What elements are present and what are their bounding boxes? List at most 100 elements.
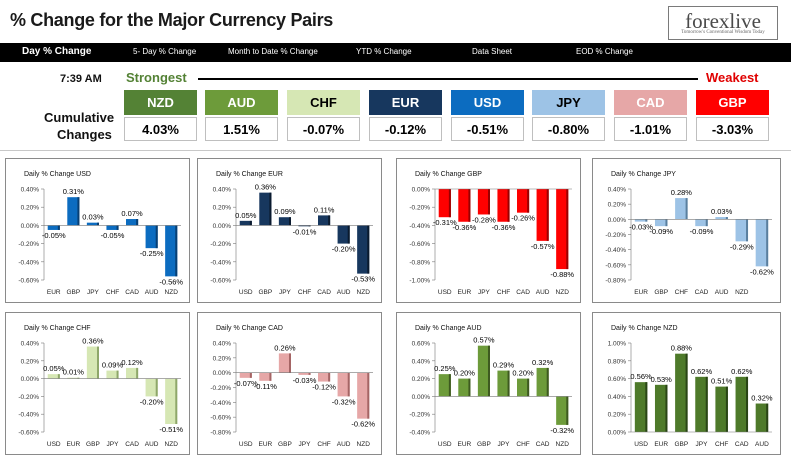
y-tick-label: -0.40% (409, 223, 430, 230)
data-label: -0.01% (293, 227, 317, 236)
category-label: CHF (298, 289, 311, 296)
bar (536, 367, 549, 397)
data-label: 0.11% (314, 205, 335, 214)
data-label: -0.36% (492, 223, 516, 232)
data-label: -0.32% (550, 426, 574, 435)
y-tick-label: 0.40% (213, 187, 232, 194)
bar (517, 378, 530, 397)
y-tick-label: -0.20% (409, 412, 430, 419)
cumulative-value-cad: -1.01% (614, 117, 687, 141)
bar (357, 372, 370, 419)
bar-shade (705, 219, 708, 227)
bar-group (47, 374, 60, 379)
data-label: 0.31% (63, 187, 85, 196)
currency-chip-usd: USD (451, 90, 524, 115)
bar-shade (136, 219, 139, 226)
category-label: EUR (634, 289, 648, 296)
bar-shade (448, 374, 451, 397)
currency-chip-nzd: NZD (124, 90, 197, 115)
bar (86, 222, 99, 226)
category-label: CAD (125, 441, 139, 448)
category-label: GBP (674, 441, 688, 448)
currency-chip-eur: EUR (369, 90, 442, 115)
y-tick-label: 0.20% (213, 355, 232, 362)
category-label: CAD (125, 289, 139, 296)
bar-group (259, 192, 272, 226)
chart-title: Daily % Change CHF (24, 325, 91, 332)
bar (675, 198, 688, 220)
nav-data-sheet[interactable]: Data Sheet (472, 47, 513, 56)
category-label: JPY (498, 441, 511, 448)
data-label: 0.01% (63, 368, 85, 377)
category-label: EUR (258, 441, 272, 448)
category-label: GBP (654, 289, 668, 296)
y-tick-label: 0.60% (608, 376, 627, 383)
chart-title: Daily % Change EUR (216, 171, 283, 178)
bar-group (458, 378, 471, 397)
bar-shade (665, 219, 668, 227)
bar (337, 225, 350, 244)
bar-shade (57, 374, 60, 379)
nav-5-day-change[interactable]: 5- Day % Change (133, 47, 197, 56)
bar-shade (487, 189, 490, 215)
category-label: JPY (279, 289, 292, 296)
category-label: CHF (675, 289, 688, 296)
bar-group (145, 225, 158, 249)
y-tick-label: -0.40% (605, 247, 626, 254)
category-label: JPY (696, 441, 709, 448)
logo-tagline: Tomorrow's Conventional Wisdom Today (681, 30, 765, 35)
chart-chf: Daily % Change CHF 0.40% 0.20% 0.00% -0.20% -… (18, 325, 183, 448)
bar-shade (116, 370, 119, 379)
bar-shade (308, 225, 311, 227)
bar-shade (155, 378, 158, 397)
data-label: -0.36% (452, 223, 476, 232)
nav-ytd-change[interactable]: YTD % Change (356, 47, 412, 56)
bar (106, 225, 119, 230)
bar (86, 346, 99, 379)
y-tick-label: -0.60% (18, 430, 39, 437)
nav-month-to-date[interactable]: Month to Date % Change (228, 47, 318, 56)
bar-shade (328, 372, 331, 382)
changes-label: Changes (57, 127, 112, 142)
category-label: AUD (755, 441, 769, 448)
nav-day-change[interactable]: Day % Change (22, 46, 92, 57)
nav-eod-change[interactable]: EOD % Change (576, 47, 633, 56)
data-label: 0.26% (274, 343, 296, 352)
bar-group (165, 225, 178, 277)
bar-shade (746, 376, 749, 432)
y-tick-label: -0.80% (210, 430, 231, 437)
bar-group (517, 378, 530, 397)
data-label: 0.07% (121, 209, 143, 218)
bar (318, 215, 331, 226)
y-tick-label: 0.00% (21, 223, 40, 230)
bar-group (695, 376, 708, 432)
y-tick-label: 0.00% (21, 376, 40, 383)
cumulative-label: Cumulative (44, 110, 115, 125)
timestamp: 7:39 AM (60, 73, 102, 85)
category-label: GBP (278, 441, 292, 448)
bar-group (67, 377, 80, 379)
bar (517, 189, 530, 213)
bar-group (86, 222, 99, 226)
chart-gbp: Daily % Change GBP 0.00% -0.20% -0.40% -0.60… (409, 171, 574, 296)
y-tick-label: -0.20% (18, 241, 39, 248)
bar-group (438, 374, 451, 397)
y-tick-label: 1.00% (608, 341, 627, 348)
chart-panel-gbp: Daily % Change GBP 0.00% -0.20% -0.40% -0.60… (396, 158, 581, 303)
bar-shade (77, 197, 80, 226)
bar-shade (269, 372, 272, 381)
bar (438, 189, 451, 218)
bar (126, 367, 139, 379)
data-label: 0.12% (121, 358, 143, 367)
forexlive-logo[interactable]: forexlive Tomorrow's Conventional Wisdom… (668, 6, 778, 40)
bar-shade (665, 384, 668, 432)
y-tick-label: -1.00% (409, 278, 430, 285)
bar-shade (347, 372, 350, 397)
bar (477, 189, 490, 215)
bar-group (735, 376, 749, 432)
category-label: AUD (145, 289, 159, 296)
y-tick-label: -0.80% (605, 278, 626, 285)
y-tick-label: -0.60% (210, 278, 231, 285)
bar-shade (705, 376, 708, 432)
bar-shade (507, 370, 510, 397)
